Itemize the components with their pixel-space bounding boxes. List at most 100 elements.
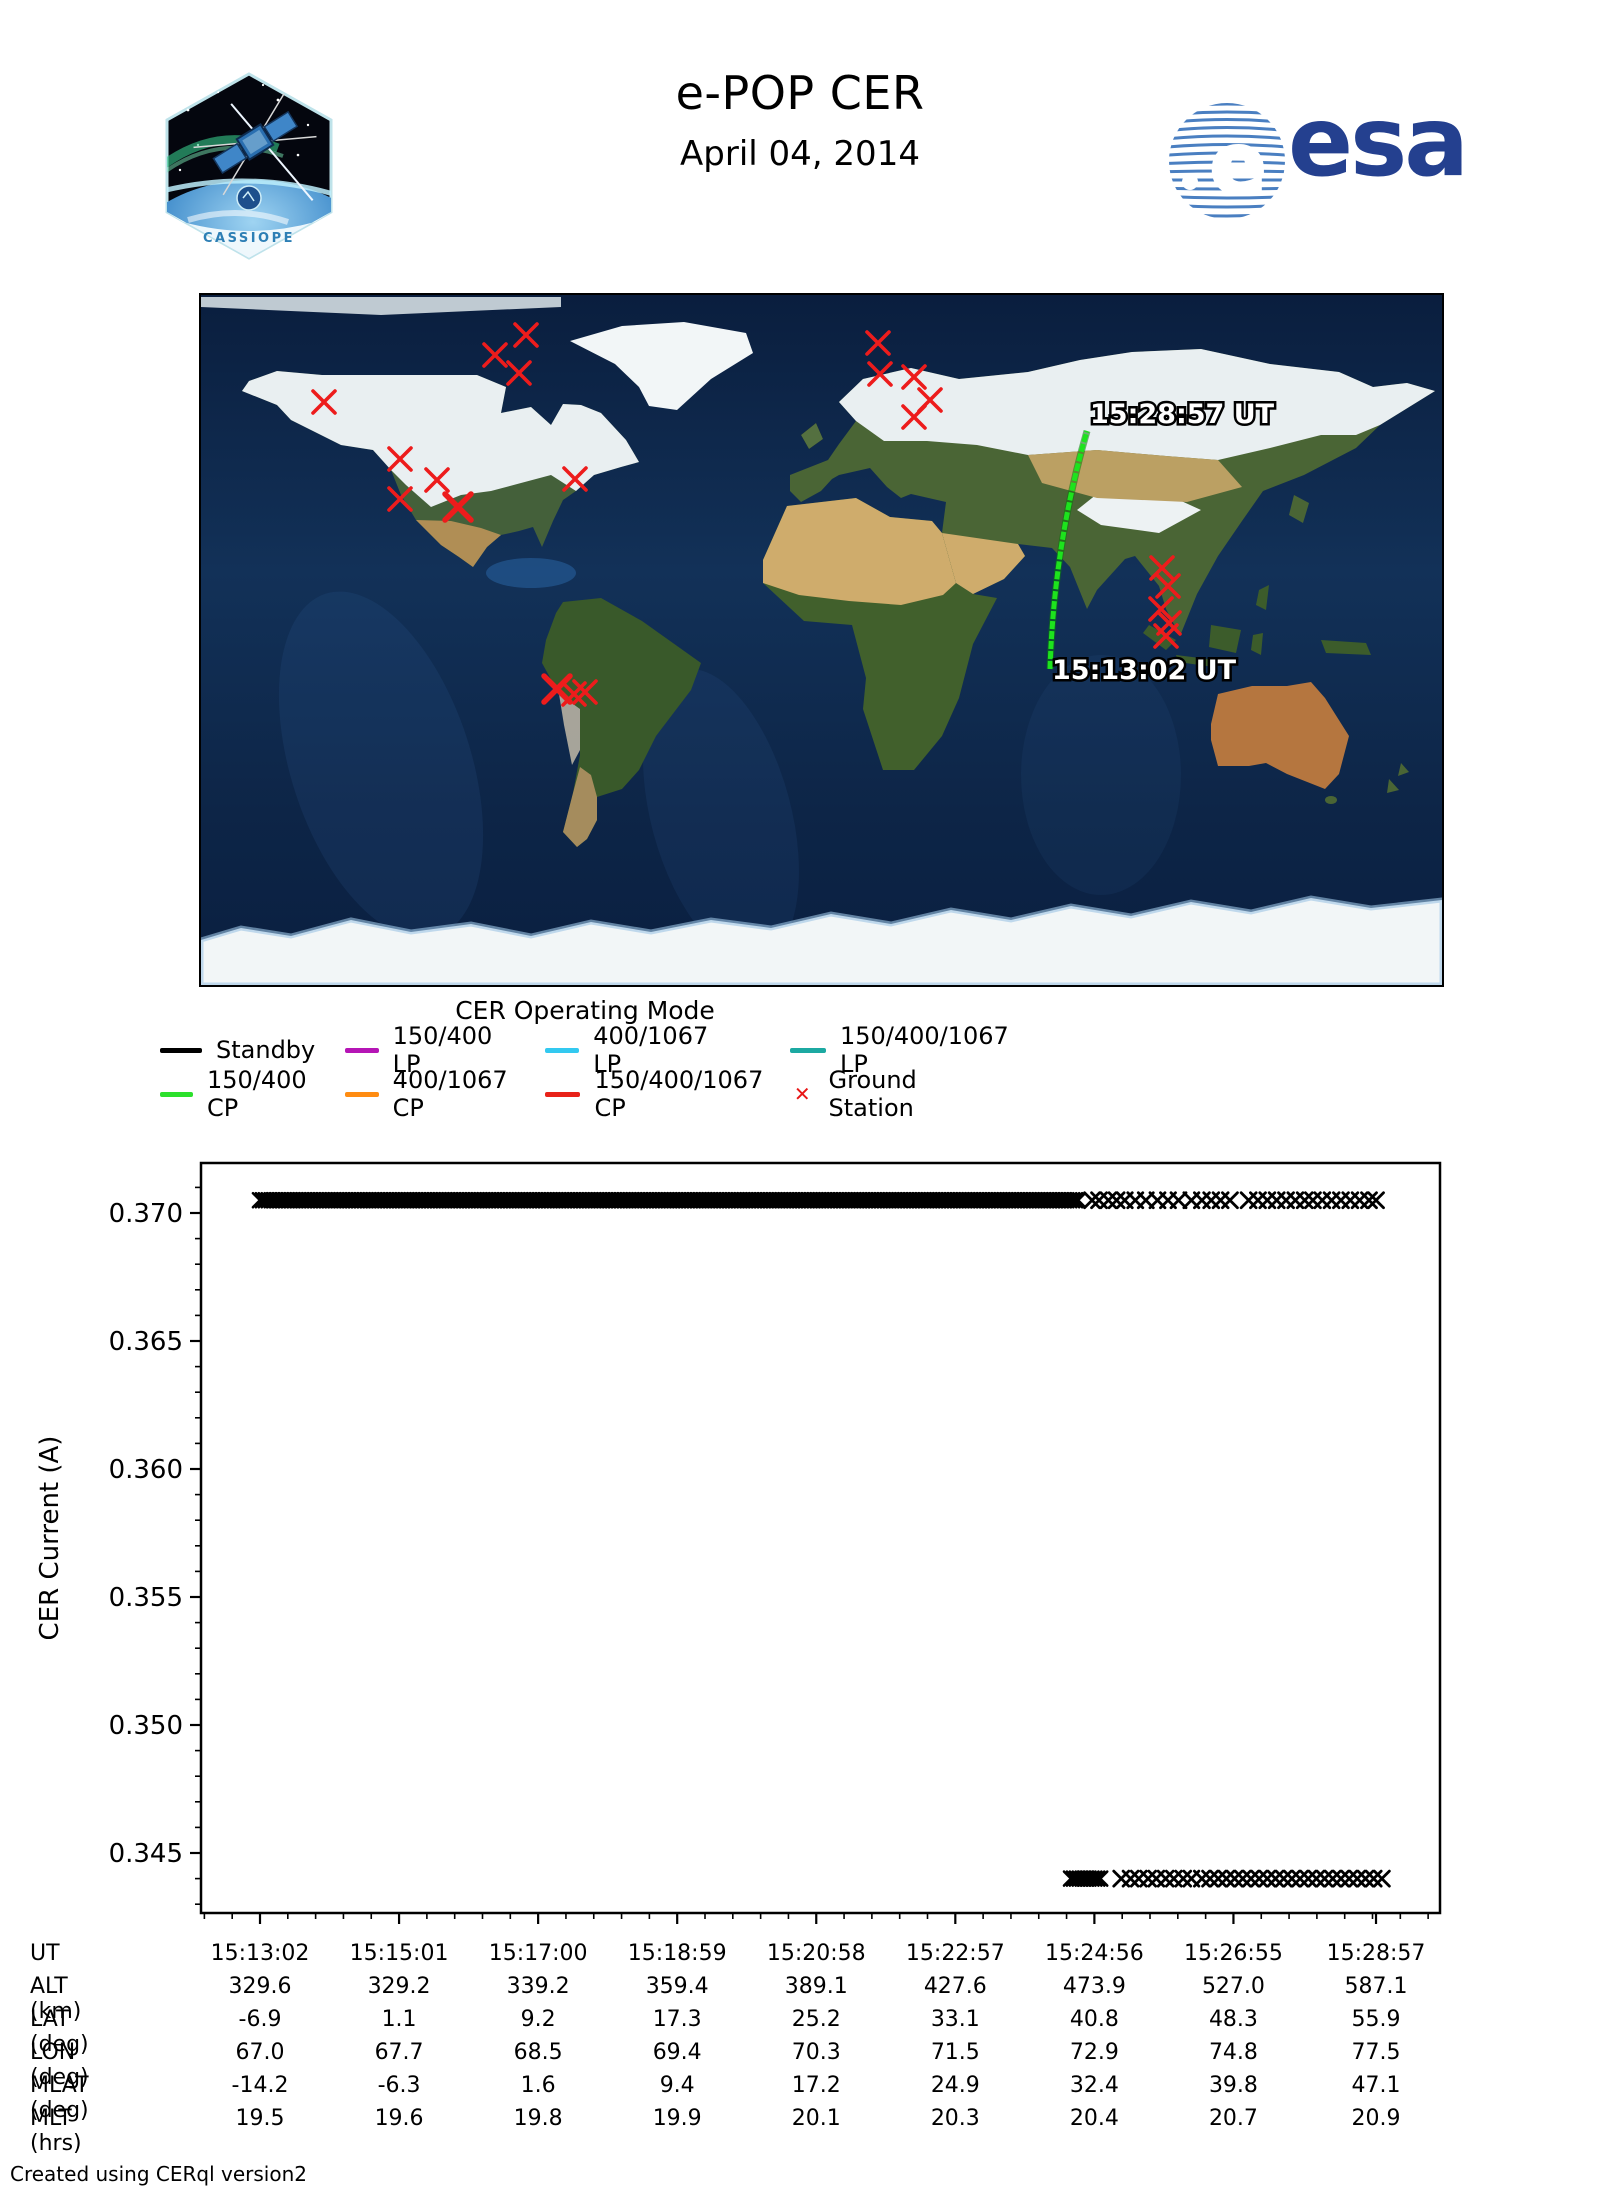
legend-line-swatch bbox=[345, 1091, 379, 1097]
table-cell: 20.7 bbox=[1208, 2106, 1258, 2131]
table-cell: 15:17:00 bbox=[488, 1941, 588, 1966]
sumatra bbox=[1143, 625, 1176, 650]
table-cell: 15:13:02 bbox=[210, 1941, 310, 1966]
legend-line-swatch bbox=[160, 1091, 193, 1097]
australia bbox=[1211, 682, 1349, 789]
ground-station-markers bbox=[311, 322, 1182, 707]
table-cell: 69.4 bbox=[652, 2040, 702, 2065]
track-end-time-label: 15:28:57 UT bbox=[1090, 399, 1275, 430]
table-cell: 19.9 bbox=[652, 2106, 702, 2131]
table-cell: 527.0 bbox=[1201, 1974, 1265, 1999]
table-row-label-mlt: MLT (hrs) bbox=[30, 2106, 82, 2156]
table-cell: 15:20:58 bbox=[766, 1941, 866, 1966]
data-point-x bbox=[1348, 1869, 1367, 1888]
ground-station-x bbox=[387, 446, 413, 472]
ground-station-x bbox=[901, 364, 927, 390]
satellite-illustration bbox=[193, 88, 317, 201]
legend-entry-label: 400/1067 CP bbox=[392, 1066, 508, 1122]
track-start-time-label: 15:13:02 UT bbox=[1052, 655, 1237, 686]
legend-title: CER Operating Mode bbox=[455, 996, 715, 1025]
page-title: e-POP CER bbox=[675, 66, 925, 120]
track-time-labels: 15:28:57 UT 15:13:02 UT bbox=[1050, 397, 1278, 689]
table-row-label-mlat: MLAT (deg) bbox=[30, 2073, 89, 2123]
arabia bbox=[942, 533, 1025, 594]
legend-line-swatch bbox=[790, 1047, 826, 1053]
legend-line-swatch bbox=[545, 1047, 580, 1053]
north-america-snow bbox=[242, 371, 639, 507]
y-tick-label: 0.355 bbox=[109, 1583, 183, 1613]
data-point-x bbox=[1364, 1869, 1383, 1888]
table-cell: 17.3 bbox=[652, 2007, 702, 2032]
data-point-x bbox=[1225, 1869, 1244, 1888]
table-cell: 9.4 bbox=[659, 2073, 695, 2098]
ground-station-x bbox=[1149, 555, 1175, 581]
patch-mission-name: CASSIOPE bbox=[203, 231, 295, 246]
legend-entry-label: 150/400 LP bbox=[392, 1022, 493, 1078]
data-point-x bbox=[1192, 1869, 1211, 1888]
legend-entry-150-400-1067-cp: 150/400/1067 CP bbox=[545, 1066, 770, 1122]
sulawesi bbox=[1251, 633, 1263, 655]
antarctica bbox=[198, 895, 1445, 988]
ground-station-x bbox=[1155, 573, 1181, 599]
legend-entry-label: 150/400 CP bbox=[206, 1066, 307, 1122]
table-cell: 339.2 bbox=[506, 1974, 570, 1999]
ground-station-x bbox=[541, 673, 573, 705]
table-cell: 77.5 bbox=[1351, 2040, 1401, 2065]
cassiope-mission-patch: CASSIOPE bbox=[158, 70, 340, 262]
table-cell: 19.5 bbox=[235, 2106, 285, 2131]
ground-station-x bbox=[424, 467, 450, 493]
ground-station-x bbox=[513, 322, 539, 348]
ground-station-x bbox=[1153, 623, 1179, 649]
world-map: 15:28:57 UT 15:13:02 UT bbox=[198, 295, 1445, 988]
legend-entry-label: Ground Station bbox=[828, 1066, 917, 1122]
esa-logo-globe: e bbox=[1166, 100, 1288, 222]
data-point-x bbox=[1315, 1869, 1334, 1888]
data-point-x bbox=[1266, 1869, 1285, 1888]
table-cell: 67.0 bbox=[235, 2040, 285, 2065]
data-point-x bbox=[1323, 1869, 1342, 1888]
table-cell: 15:18:59 bbox=[627, 1941, 727, 1966]
data-point-x bbox=[1139, 1869, 1158, 1888]
footer-credit: Created using CERql version2 bbox=[10, 2162, 307, 2186]
table-cell: 15:24:56 bbox=[1044, 1941, 1144, 1966]
andes bbox=[559, 694, 580, 765]
legend-entry-400-1067-lp: 400/1067 LP bbox=[545, 1022, 716, 1078]
table-cell: 20.1 bbox=[791, 2106, 841, 2131]
data-point-x bbox=[1221, 1191, 1239, 1210]
table-row-label-ut: UT bbox=[30, 1941, 60, 1966]
y-tick-label: 0.345 bbox=[109, 1839, 183, 1869]
data-point-x bbox=[1332, 1869, 1350, 1888]
new-zealand-north bbox=[1398, 763, 1409, 776]
data-point-x bbox=[1107, 1191, 1126, 1210]
ground-station-x bbox=[1148, 596, 1174, 622]
esa-globe-e: e bbox=[1210, 117, 1266, 212]
ground-station-x bbox=[867, 361, 893, 387]
table-cell: 15:28:57 bbox=[1326, 1941, 1426, 1966]
legend-ground-station-x-icon: ✕ bbox=[793, 1082, 811, 1106]
data-point-x bbox=[1233, 1869, 1252, 1888]
data-point-x bbox=[1089, 1870, 1106, 1887]
ground-station-x bbox=[442, 491, 474, 523]
data-point-x bbox=[1356, 1869, 1375, 1888]
y-axis-label: CER Current (A) bbox=[35, 1436, 65, 1641]
esa-globe-art: e bbox=[1169, 103, 1285, 219]
table-cell: 67.7 bbox=[374, 2040, 424, 2065]
table-cell: 74.8 bbox=[1208, 2040, 1258, 2065]
data-point-x bbox=[1250, 1869, 1269, 1888]
data-point-x bbox=[1209, 1869, 1228, 1888]
table-cell: 47.1 bbox=[1351, 2073, 1401, 2098]
table-cell: 473.9 bbox=[1062, 1974, 1126, 1999]
data-point-x bbox=[1066, 1191, 1084, 1209]
table-cell: 55.9 bbox=[1351, 2007, 1401, 2032]
table-cell: 359.4 bbox=[645, 1974, 709, 1999]
continents bbox=[198, 297, 1445, 988]
philippines bbox=[1256, 585, 1269, 610]
table-cell: 329.2 bbox=[367, 1974, 431, 1999]
table-cell: 9.2 bbox=[520, 2007, 556, 2032]
y-tick-label: 0.360 bbox=[109, 1455, 183, 1485]
table-cell: 587.1 bbox=[1344, 1974, 1408, 1999]
ground-station-x bbox=[506, 360, 532, 386]
patch-banner bbox=[167, 212, 331, 258]
legend-line-swatch bbox=[545, 1091, 581, 1097]
new-zealand-south bbox=[1387, 779, 1399, 793]
